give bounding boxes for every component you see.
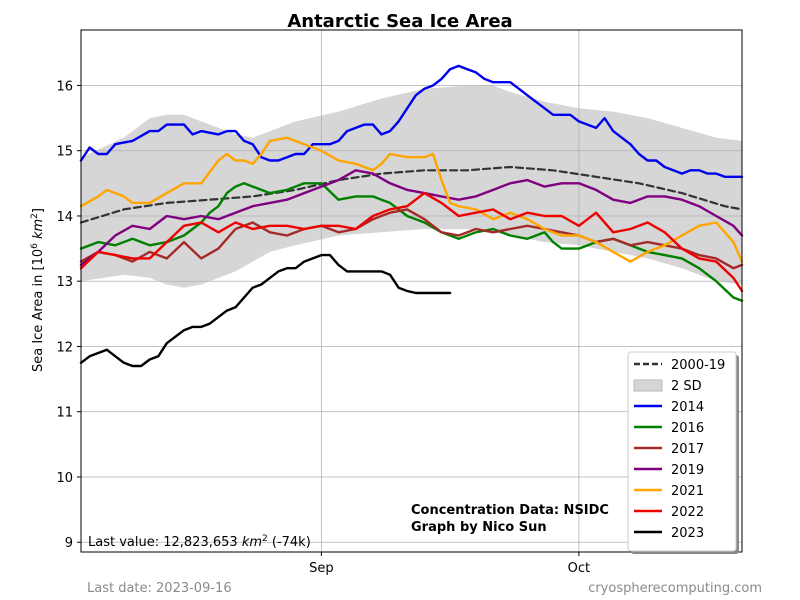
legend-swatch-2-sd (633, 379, 663, 392)
series-line-2021 (79, 136, 744, 263)
series-line-2022 (79, 191, 744, 293)
footer-last-date: Last date: 2023-09-16 (87, 581, 232, 596)
annotation-author: Graph by Nico Sun (411, 520, 547, 535)
y-tick-label-10: 10 (56, 471, 73, 486)
legend-label-2021: 2021 (671, 484, 704, 499)
x-tick-label-sep: Sep (309, 561, 334, 576)
y-tick-label-12: 12 (56, 340, 73, 355)
last-value-suffix: (-74k) (268, 535, 311, 550)
annotation-source: Concentration Data: NSIDC (411, 503, 609, 518)
legend-label-2017: 2017 (671, 442, 704, 457)
y-tick-label-16: 16 (56, 79, 73, 94)
last-value-unit: km (242, 535, 262, 550)
series-line-2017 (79, 208, 744, 270)
y-axis-label-unit-sup: 2 (30, 213, 40, 219)
legend-label-2022: 2022 (671, 505, 704, 520)
sd-band-layer (81, 85, 742, 288)
sd-band (81, 85, 742, 288)
plot-border (80, 29, 743, 553)
y-axis-label-sup: 6 (30, 243, 40, 249)
last-value-prefix: Last value: 12,823,653 (88, 535, 242, 550)
series-line-2023 (79, 253, 452, 368)
x-tick-label-oct: Oct (568, 561, 590, 576)
y-axis-label-suffix: ] (31, 208, 46, 213)
y-tick-label-9: 9 (65, 536, 73, 551)
legend-box (627, 351, 737, 552)
series-layer (79, 64, 744, 368)
legend-label-2000-19: 2000-19 (671, 358, 725, 373)
series-line-2000-19 (79, 165, 744, 224)
legend-label-2016: 2016 (671, 421, 704, 436)
legend-label-2014: 2014 (671, 400, 704, 415)
legend: 2000-19 2 SD 2014 2016 2017 2019 2021 2022 2023 (627, 351, 739, 554)
plot-frame (80, 29, 743, 553)
y-tick-label-14: 14 (56, 210, 73, 225)
chart-title: Antarctic Sea Ice Area (287, 11, 512, 32)
y-tick-label-15: 15 (56, 145, 73, 160)
x-axis-ticks: Sep Oct (309, 552, 590, 576)
legend-label-2023: 2023 (671, 526, 704, 541)
legend-label-2-sd: 2 SD (671, 379, 702, 394)
series-line-2019 (79, 169, 744, 267)
y-tick-label-11: 11 (56, 406, 73, 421)
last-value-text: Last value: 12,823,653 km2 (-74k) (88, 534, 311, 550)
y-tick-label-13: 13 (56, 275, 73, 290)
y-axis-label-prefix: Sea Ice Area in [10 (31, 249, 46, 372)
y-axis-ticks: 9 10 11 12 13 14 15 16 (56, 79, 81, 551)
last-value-unit-sup: 2 (262, 534, 268, 544)
series-line-2014 (79, 64, 744, 179)
y-axis-label: Sea Ice Area in [106 km2] (30, 208, 46, 372)
footer-site: cryospherecomputing.com (588, 581, 762, 596)
y-axis-label-unit: km (31, 219, 46, 239)
legend-label-2019: 2019 (671, 463, 704, 478)
